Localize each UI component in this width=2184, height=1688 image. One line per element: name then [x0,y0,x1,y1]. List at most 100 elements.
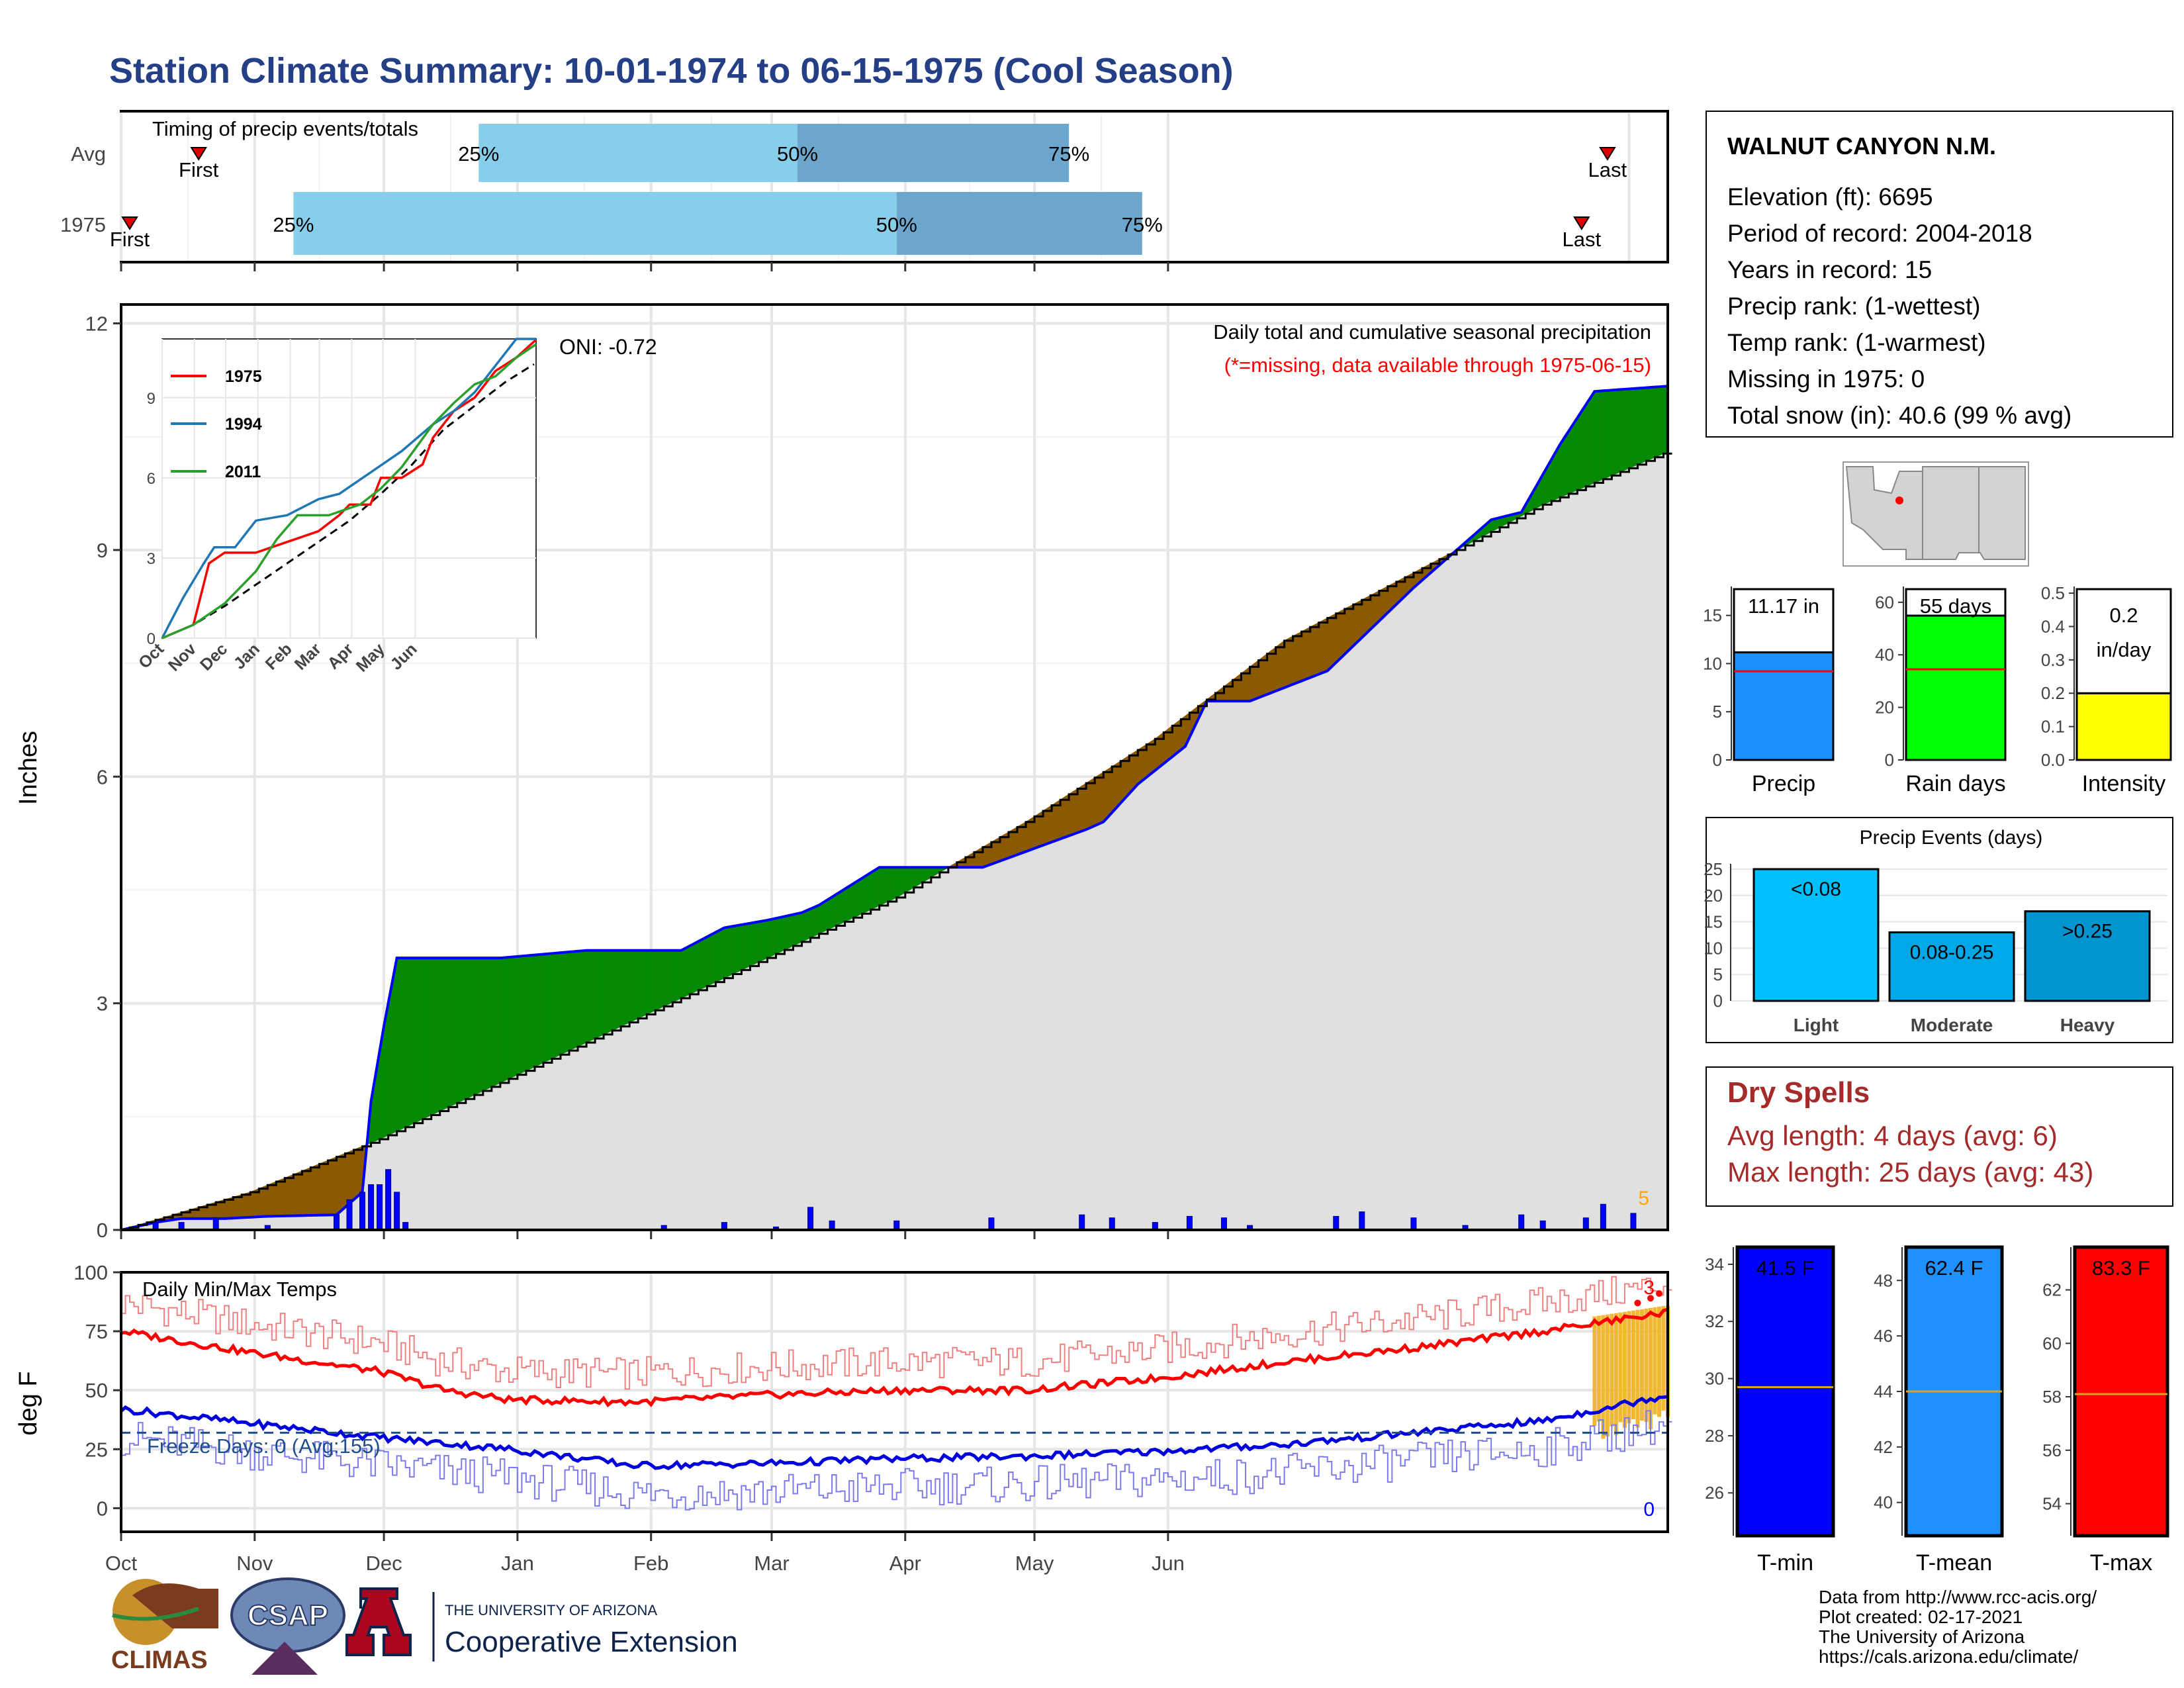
departure-segment [521,955,527,1074]
june-range-bar [1610,1313,1614,1427]
temp-bar-tick-label-2-3: 60 [2042,1333,2062,1353]
dry-spells-box: Dry Spells Avg length: 4 days (avg: 6) M… [1706,1066,2173,1207]
daily-precip-bar-29 [1518,1214,1525,1231]
timing-bar-50-75-0 [797,124,1069,182]
daily-precip-bar-15 [807,1207,814,1231]
daily-precip-bar-22 [1186,1215,1193,1231]
departure-segment [1081,782,1087,832]
timing-bar-25-50-0 [478,124,798,182]
departure-segment [1564,430,1569,496]
departure-segment [340,1152,346,1212]
june-range-bar [1596,1315,1601,1422]
temperature-bar-charts: 26 28 30 32 34 41.5 F T-min 40 42 44 46 48 62.4 F T-m… [1705,1245,2169,1575]
temp-ylabel: deg F [15,1371,42,1435]
june-range-bar [1648,1307,1653,1429]
temp-bar-tick-label-1-2: 44 [1874,1382,1893,1401]
departure-segment [762,919,768,961]
departure-segment [482,957,488,1092]
departure-segment [810,906,815,939]
precip-ytick-label-0: 0 [97,1219,108,1242]
summary-bar-label-1: Rain days [1905,771,2005,796]
inset-series-line-2 [161,343,537,639]
timing-bar-25-50-1 [293,192,897,255]
departure-segment [349,1149,355,1205]
departure-segment [246,1192,251,1218]
temp-bar-label-2: T-max [2090,1550,2152,1575]
summary-bar-2 [2075,692,2172,761]
timing-panel: Timing of precip events/totals Avg 1975 … [60,110,1669,271]
credit-line-1: Plot created: 02-17-2021 [1819,1607,2023,1627]
summary-bar-label-2: Intensity [2082,771,2166,796]
departure-segment [1572,416,1578,492]
departure-segment [1650,387,1655,460]
avg-max-line [120,1307,1668,1408]
departure-segment [870,869,876,910]
events-bar-label-1: 0.08-0.25 [1910,942,1994,964]
precip-ytick-label-1: 3 [97,992,108,1015]
ua-small-text: THE UNIVERSITY OF ARIZONA [445,1602,657,1618]
station-info-line-5: Missing in 1975: 0 [1727,365,1925,393]
timing-row-year-label: 1975 [60,213,106,236]
departure-segment [831,894,837,929]
departure-segment [848,882,854,921]
departure-segment [905,867,910,894]
departure-segment [590,950,596,1041]
departure-segment [529,955,535,1070]
departure-segment [672,950,678,1003]
timing-last-marker-1 [1573,216,1590,230]
csap-logo: CSAP [230,1577,345,1675]
departure-segment [1590,390,1595,485]
departure-segment [405,957,410,1128]
temp-bar-tick-label-0-1: 28 [1705,1426,1724,1446]
departure-segment [633,950,639,1021]
departure-segment [685,945,690,997]
temp-ytick-label-0: 0 [97,1497,108,1520]
departure-segment [637,950,643,1019]
departure-segment [620,950,626,1027]
departure-segment [495,957,501,1086]
daily-precip-bar-4 [333,1214,340,1231]
departure-segment [543,953,548,1064]
departure-segment [565,951,570,1053]
departure-segment [728,925,733,977]
departure-segment [1365,594,1371,635]
departure-segment [676,950,682,1001]
departure-segment [1585,397,1591,487]
departure-segment [1637,387,1643,465]
xaxis-label-6: Apr [889,1552,921,1575]
daily-precip-bar-23 [1220,1217,1227,1231]
june-range-bar [1639,1309,1644,1421]
departure-segment [874,867,880,908]
departure-segment [732,925,738,975]
departure-segment [788,914,794,949]
summary-tick-label-2-2: 0.2 [2041,683,2065,703]
temp-ytick-label-4: 100 [73,1261,108,1284]
precip-ylabel: Inches [15,731,42,805]
events-tick-label-1: 5 [1713,964,1723,984]
xaxis-label-2: Dec [366,1552,402,1575]
credits: Data from http://www.rcc-acis.org/Plot c… [1819,1587,2097,1667]
credit-line-3: https://cals.arizona.edu/climate/ [1819,1646,2078,1667]
hot-day-marker-0 [1634,1299,1641,1307]
state-borders [1922,467,1979,559]
departure-segment [448,957,453,1108]
hot-day-marker-2 [1655,1290,1662,1297]
xaxis-label-7: May [1015,1552,1054,1575]
inset-ytick-label-0: 0 [147,630,156,648]
daily-precip-bar-27 [1410,1217,1417,1231]
departure-segment [836,890,841,927]
summary-tick-label-2-4: 0.4 [2041,616,2065,636]
departure-segment [414,957,419,1124]
timing-p25-label-1: 25% [273,213,314,236]
daily-precip-bar-19 [1079,1214,1085,1231]
inset-legend-label-1: 1994 [225,415,262,434]
june-range-bar [1657,1306,1661,1417]
temp-bar-label-1: T-mean [1916,1550,1992,1575]
inset-ytick-label-2: 6 [147,470,156,488]
daily-precip-bar-8 [377,1184,383,1231]
events-tick-label-2: 10 [1704,938,1723,958]
inset-legend-label-2: 2011 [225,463,261,481]
departure-segment [814,904,820,937]
daily-min-line [121,1410,1672,1511]
freeze-days-label: Freeze Days: 0 (Avg:155) [147,1434,381,1458]
